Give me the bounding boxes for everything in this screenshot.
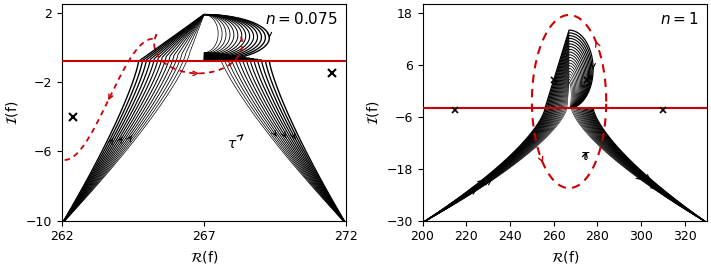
Y-axis label: $\mathcal{I}(\mathrm{f})$: $\mathcal{I}(\mathrm{f})$ bbox=[365, 100, 381, 125]
X-axis label: $\mathcal{R}(\mathrm{f})$: $\mathcal{R}(\mathrm{f})$ bbox=[190, 249, 218, 265]
Y-axis label: $\mathcal{I}(\mathrm{f})$: $\mathcal{I}(\mathrm{f})$ bbox=[4, 100, 20, 125]
Text: $n = 0.075$: $n = 0.075$ bbox=[265, 11, 338, 27]
X-axis label: $\mathcal{R}(\mathrm{f})$: $\mathcal{R}(\mathrm{f})$ bbox=[550, 249, 579, 265]
Text: $\tau$: $\tau$ bbox=[227, 135, 242, 151]
Text: $n = 1$: $n = 1$ bbox=[660, 11, 698, 27]
Text: $\tau$: $\tau$ bbox=[580, 149, 590, 163]
